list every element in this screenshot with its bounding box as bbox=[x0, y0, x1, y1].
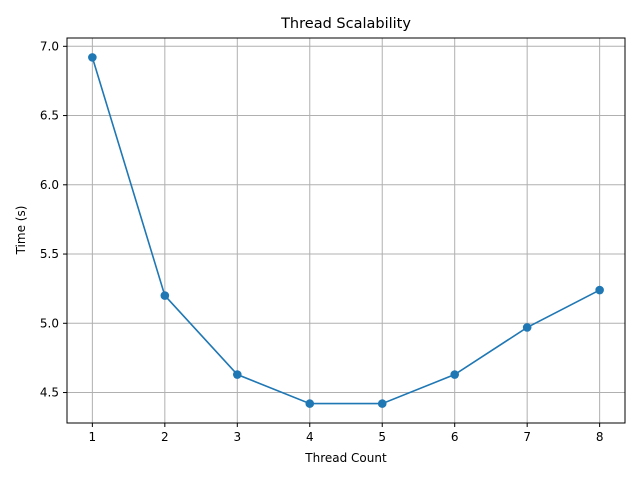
y-tick-label: 5.5 bbox=[40, 247, 59, 261]
y-tick-label: 6.0 bbox=[40, 178, 59, 192]
x-tick-label: 7 bbox=[523, 430, 531, 444]
y-tick-label: 5.0 bbox=[40, 316, 59, 330]
data-point bbox=[522, 323, 532, 332]
series bbox=[88, 53, 604, 408]
x-tick-label: 6 bbox=[451, 430, 459, 444]
x-tick-label: 2 bbox=[161, 430, 169, 444]
series-line bbox=[91, 57, 601, 405]
x-axis-label: Thread Count bbox=[304, 451, 387, 465]
y-tick-label: 7.0 bbox=[40, 39, 59, 53]
data-point bbox=[305, 399, 315, 408]
x-tick-label: 5 bbox=[378, 430, 386, 444]
x-tick-label: 3 bbox=[233, 430, 241, 444]
data-point bbox=[595, 285, 604, 295]
data-point bbox=[160, 291, 170, 300]
data-point bbox=[377, 399, 387, 408]
data-point bbox=[450, 370, 460, 379]
grid bbox=[67, 38, 625, 423]
data-point bbox=[88, 53, 97, 62]
y-tick-label: 4.5 bbox=[40, 386, 59, 400]
chart-title: Thread Scalability bbox=[280, 16, 411, 32]
y-tick-label: 6.5 bbox=[40, 109, 59, 123]
x-tick-label: 1 bbox=[89, 430, 97, 444]
x-tick-label: 8 bbox=[596, 430, 604, 444]
x-tick-label: 4 bbox=[306, 430, 314, 444]
ticks: 1 2 3 4 5 6 7 8 4.5 5.0 5.5 6.0 6.5 7.0 bbox=[40, 39, 604, 444]
data-point bbox=[232, 370, 242, 379]
y-axis-label: Time (s) bbox=[14, 206, 28, 256]
plot-frame bbox=[66, 37, 626, 424]
